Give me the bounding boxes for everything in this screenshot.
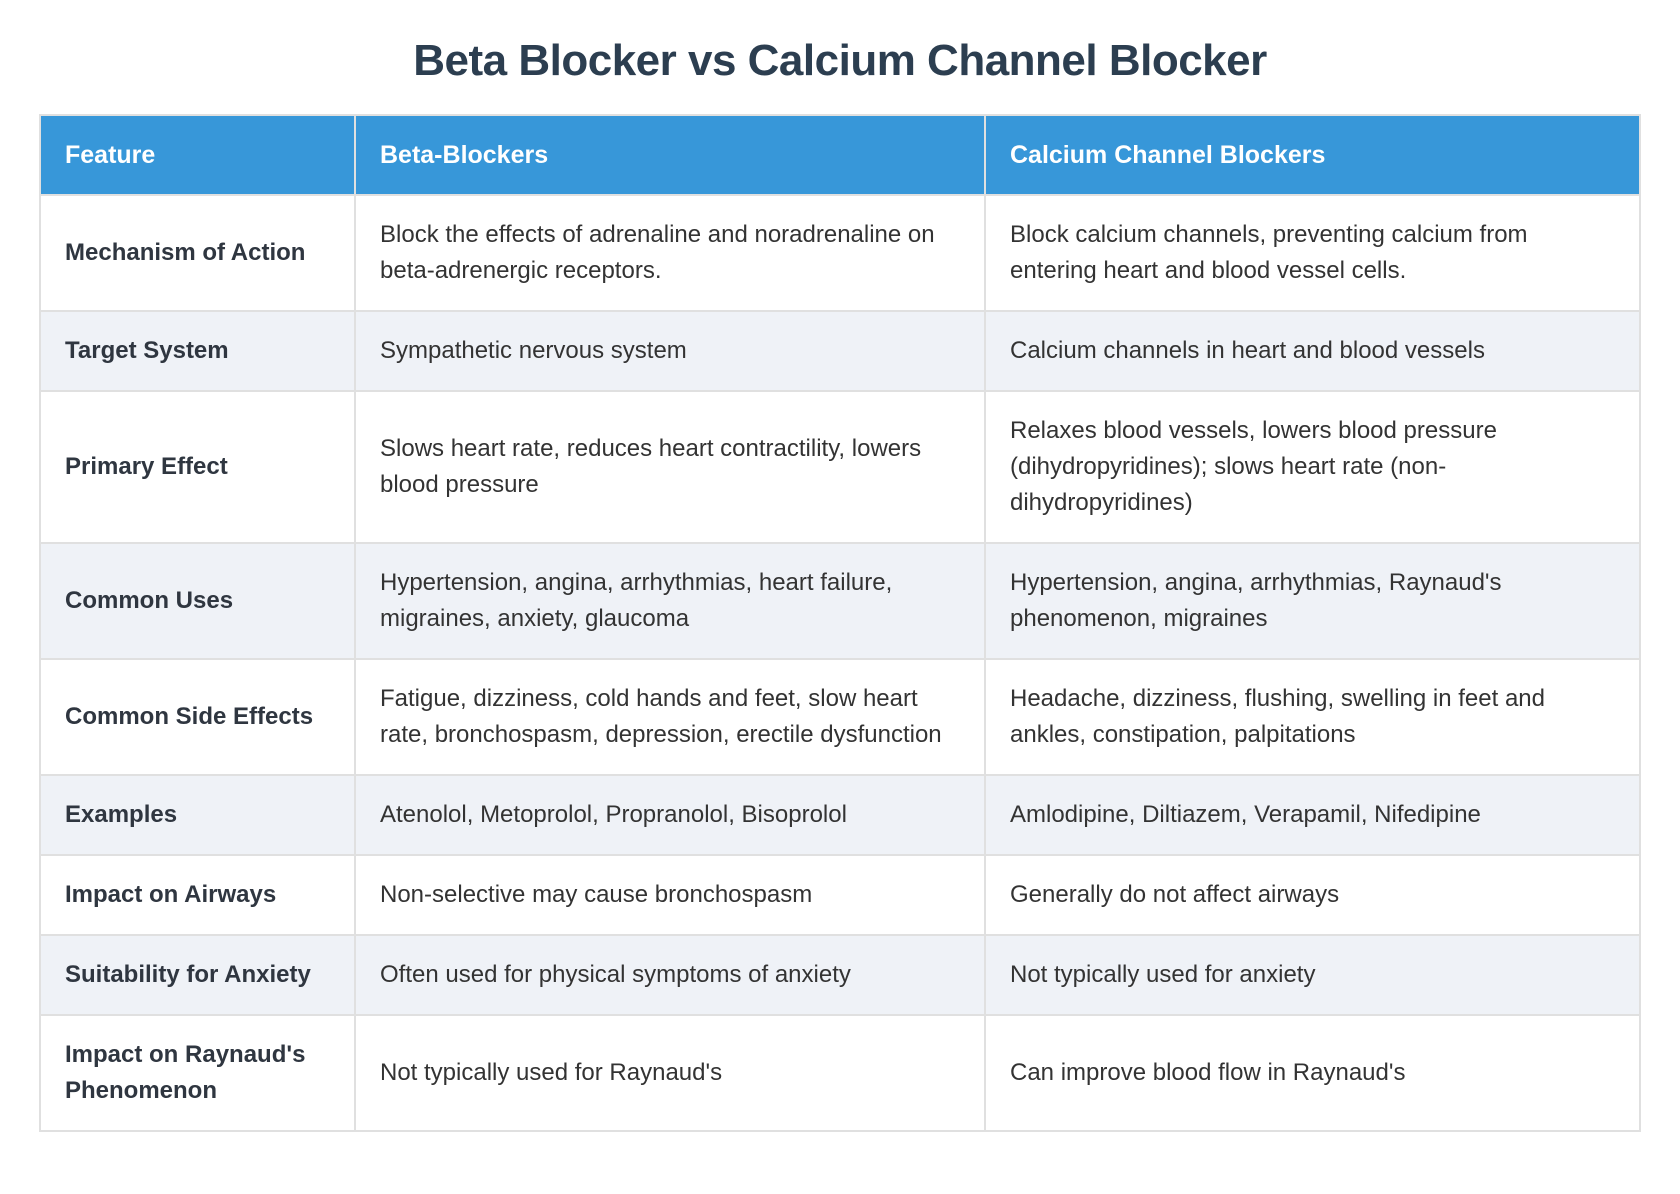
beta-blockers-cell: Atenolol, Metoprolol, Propranolol, Bisop… [354,774,986,856]
row-label: Target System [39,310,356,392]
beta-blockers-cell: Non-selective may cause bronchospasm [354,854,986,936]
header-row: Feature Beta-Blockers Calcium Channel Bl… [39,114,1641,196]
row-label: Impact on Raynaud's Phenomenon [39,1014,356,1132]
beta-blockers-cell: Fatigue, dizziness, cold hands and feet,… [354,658,986,776]
calcium-channel-blockers-cell: Calcium channels in heart and blood vess… [984,310,1641,392]
calcium-channel-blockers-cell: Amlodipine, Diltiazem, Verapamil, Nifedi… [984,774,1641,856]
comparison-table: Feature Beta-Blockers Calcium Channel Bl… [39,114,1641,1132]
calcium-channel-blockers-cell: Block calcium channels, preventing calci… [984,194,1641,312]
calcium-channel-blockers-cell: Generally do not affect airways [984,854,1641,936]
column-header-feature: Feature [39,114,356,196]
beta-blockers-cell: Slows heart rate, reduces heart contract… [354,390,986,544]
calcium-channel-blockers-cell: Can improve blood flow in Raynaud's [984,1014,1641,1132]
calcium-channel-blockers-cell: Relaxes blood vessels, lowers blood pres… [984,390,1641,544]
table-row-target-system: Target System Sympathetic nervous system… [39,310,1641,392]
table-row-impact-on-airways: Impact on Airways Non-selective may caus… [39,854,1641,936]
column-header-beta-blockers: Beta-Blockers [354,114,986,196]
row-label: Common Uses [39,542,356,660]
calcium-channel-blockers-cell: Not typically used for anxiety [984,934,1641,1016]
table-row-primary-effect: Primary Effect Slows heart rate, reduces… [39,390,1641,544]
column-header-calcium-channel-blockers: Calcium Channel Blockers [984,114,1641,196]
beta-blockers-cell: Often used for physical symptoms of anxi… [354,934,986,1016]
beta-blockers-cell: Sympathetic nervous system [354,310,986,392]
table-row-suitability-for-anxiety: Suitability for Anxiety Often used for p… [39,934,1641,1016]
table-body: Mechanism of Action Block the effects of… [39,194,1641,1132]
page-title: Beta Blocker vs Calcium Channel Blocker [413,36,1267,85]
row-label: Primary Effect [39,390,356,544]
row-label: Suitability for Anxiety [39,934,356,1016]
calcium-channel-blockers-cell: Headache, dizziness, flushing, swelling … [984,658,1641,776]
row-label: Common Side Effects [39,658,356,776]
row-label: Impact on Airways [39,854,356,936]
beta-blockers-cell: Hypertension, angina, arrhythmias, heart… [354,542,986,660]
table-row-impact-on-raynauds-phenomenon: Impact on Raynaud's Phenomenon Not typic… [39,1014,1641,1132]
table-row-examples: Examples Atenolol, Metoprolol, Propranol… [39,774,1641,856]
table-row-common-uses: Common Uses Hypertension, angina, arrhyt… [39,542,1641,660]
beta-blockers-cell: Not typically used for Raynaud's [354,1014,986,1132]
calcium-channel-blockers-cell: Hypertension, angina, arrhythmias, Rayna… [984,542,1641,660]
table-row-common-side-effects: Common Side Effects Fatigue, dizziness, … [39,658,1641,776]
row-label: Examples [39,774,356,856]
row-label: Mechanism of Action [39,194,356,312]
page: Beta Blocker vs Calcium Channel Blocker … [0,36,1680,1194]
table-row-mechanism-of-action: Mechanism of Action Block the effects of… [39,194,1641,312]
beta-blockers-cell: Block the effects of adrenaline and nora… [354,194,986,312]
table-header: Feature Beta-Blockers Calcium Channel Bl… [39,114,1641,196]
